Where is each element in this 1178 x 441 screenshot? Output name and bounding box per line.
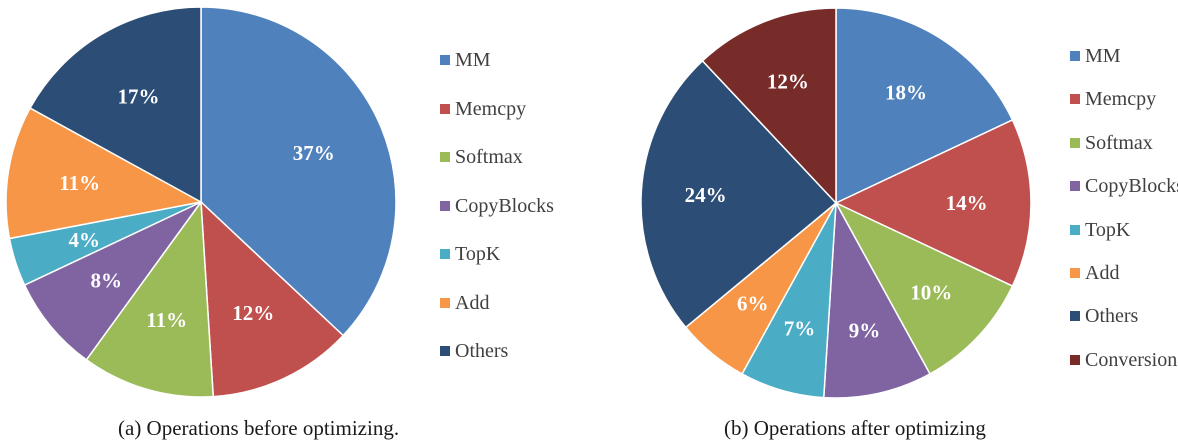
legend-b-label-topk: TopK	[1085, 218, 1131, 241]
pie-a-label-topk: 4%	[68, 228, 100, 252]
legend-a-item-mm: MM	[440, 49, 491, 71]
legend-b-swatch-conversion	[1070, 354, 1080, 365]
legend-b-swatch-softmax	[1070, 137, 1080, 148]
legend-b-item-memcpy: Memcpy	[1070, 88, 1156, 110]
legend-a-swatch-add	[440, 297, 450, 308]
pie-a-slice-memcpy	[200, 200, 345, 398]
pie-a-label-softmax: 11%	[146, 308, 187, 332]
legend-b-swatch-mm	[1070, 51, 1080, 61]
legend-a-label-memcpy: Memcpy	[455, 97, 527, 120]
legend-b-swatch-add	[1070, 268, 1080, 278]
pie-a-label-copyblocks: 8%	[91, 268, 123, 292]
legend-a-label-copyblocks: CopyBlocks	[455, 194, 554, 217]
legend-a-swatch-copyblocks	[440, 200, 450, 211]
pie-b-label-memcpy: 14%	[946, 191, 988, 215]
legend-a-swatch-mm	[440, 55, 450, 65]
pie-b-label-add: 6%	[737, 292, 769, 316]
legend-a-swatch-memcpy	[440, 103, 450, 114]
pie-a-slice-others	[29, 6, 202, 204]
legend-b-swatch-topk	[1070, 224, 1080, 235]
legend-a-item-softmax: Softmax	[440, 146, 523, 168]
legend-b-item-topk: TopK	[1070, 219, 1130, 241]
legend-a-item-others: Others	[440, 340, 508, 362]
legend-b-item-add: Add	[1070, 262, 1119, 284]
pie-a-slice-copyblocks	[23, 201, 202, 361]
pie-b-label-copyblocks: 9%	[849, 319, 881, 343]
pie-b-slice-conversion	[701, 7, 837, 205]
pie-b-slice-mm	[835, 7, 1014, 205]
pie-b-slice-copyblocks	[822, 200, 931, 399]
pie-b-label-topk: 7%	[784, 317, 816, 341]
legend-b-swatch-memcpy	[1070, 94, 1080, 105]
legend-a-swatch-others	[440, 346, 450, 356]
pie-a-label-memcpy: 12%	[232, 301, 274, 325]
pie-chart-a: 37% 12% 11% 8% 4% 11% 17%	[5, 6, 397, 398]
legend-a-swatch-softmax	[440, 152, 450, 162]
legend-b-label-memcpy: Memcpy	[1085, 88, 1157, 111]
legend-b-item-softmax: Softmax	[1070, 132, 1153, 154]
pie-a-label-mm: 37%	[293, 141, 335, 165]
panel-b: 18% 14% 10% 9% 7% 6% 24% 12% MM Memcpy Softmax Cop…	[589, 0, 1178, 440]
pie-chart-b: 18% 14% 10% 9% 7% 6% 24% 12%	[640, 7, 1032, 399]
legend-a-label-softmax: Softmax	[455, 146, 523, 168]
pie-b-slice-memcpy	[834, 118, 1032, 288]
legend-a-swatch-topk	[440, 249, 450, 259]
pie-a-slice-add	[5, 107, 204, 240]
pie-a-slice-softmax	[85, 199, 215, 398]
pie-b-slice-softmax	[834, 201, 1014, 375]
legend-b-label-softmax: Softmax	[1085, 131, 1153, 154]
legend-b-item-copyblocks: CopyBlocks	[1070, 175, 1178, 197]
pie-a-label-others: 17%	[118, 84, 160, 108]
legend-a-item-topk: TopK	[440, 243, 500, 265]
caption-a: (a) Operations before optimizing.	[118, 416, 400, 440]
legend-b-swatch-others	[1070, 311, 1080, 322]
caption-b: (b) Operations after optimizing	[724, 416, 986, 440]
legend-a-label-mm: MM	[455, 49, 491, 71]
legend-b-label-conversion: Conversion	[1085, 348, 1178, 371]
legend-a-label-others: Others	[455, 340, 509, 362]
legend-a-item-copyblocks: CopyBlocks	[440, 195, 554, 217]
pie-b-slice-others	[640, 59, 838, 329]
legend-b-label-add: Add	[1085, 262, 1120, 284]
pie-a-label-add: 11%	[59, 171, 100, 195]
panel-a: 37% 12% 11% 8% 4% 11% 17% MM Memcpy Softmax CopyB…	[0, 0, 589, 440]
legend-a-item-memcpy: Memcpy	[440, 98, 526, 120]
legend-b-item-mm: MM	[1070, 45, 1121, 67]
legend-a-label-add: Add	[455, 291, 490, 314]
legend-b-label-copyblocks: CopyBlocks	[1085, 175, 1178, 198]
legend-b-item-others: Others	[1070, 305, 1138, 327]
pie-b-label-mm: 18%	[885, 81, 927, 105]
legend-b-label-others: Others	[1085, 305, 1139, 328]
legend-b-swatch-copyblocks	[1070, 181, 1080, 192]
pie-b-label-softmax: 10%	[910, 280, 952, 304]
legend-b-item-conversion: Conversion	[1070, 349, 1177, 371]
pie-a-slice-mm	[200, 6, 397, 337]
legend-b-label-mm: MM	[1085, 45, 1121, 67]
legend-a-label-topk: TopK	[455, 243, 501, 265]
legend-a-item-add: Add	[440, 292, 489, 314]
pie-b-label-others: 24%	[685, 183, 727, 207]
pie-b-label-conversion: 12%	[767, 70, 809, 94]
